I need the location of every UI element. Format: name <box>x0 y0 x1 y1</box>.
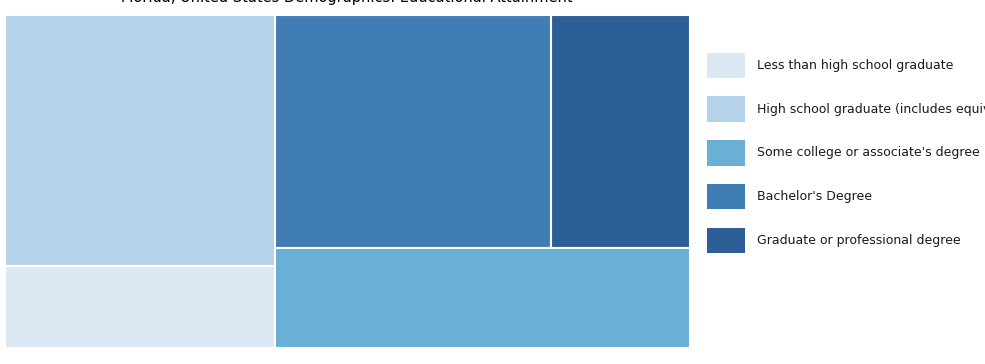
Bar <box>5 266 275 348</box>
Bar <box>707 96 745 122</box>
Text: Graduate or professional degree: Graduate or professional degree <box>757 234 961 247</box>
Text: Some college or associate's degree: Some college or associate's degree <box>757 146 980 159</box>
Text: Bachelor's Degree: Bachelor's Degree <box>757 190 873 203</box>
Bar <box>707 228 745 253</box>
Bar <box>707 140 745 166</box>
Bar <box>707 184 745 209</box>
Bar <box>5 15 275 266</box>
Bar <box>275 248 690 348</box>
Bar <box>707 53 745 78</box>
Text: Florida, United States Demographics: Educational Attainment: Florida, United States Demographics: Edu… <box>121 0 573 5</box>
Text: Less than high school graduate: Less than high school graduate <box>757 59 953 72</box>
Bar <box>551 15 689 248</box>
Bar <box>275 15 551 248</box>
Text: High school graduate (includes equivalency): High school graduate (includes equivalen… <box>757 103 985 116</box>
